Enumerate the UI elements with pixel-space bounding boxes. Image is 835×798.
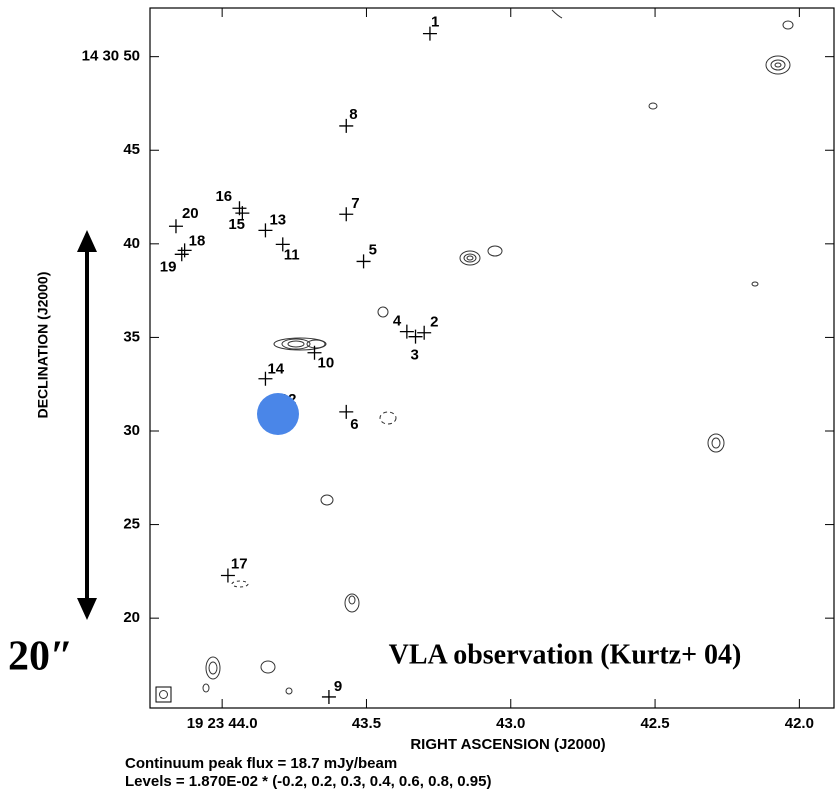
y-tick-label: 20 [123, 609, 140, 626]
source-label: 13 [269, 211, 286, 228]
chart: 20″ VLA observation (Kurtz+ 04) RIGHT AS… [0, 0, 835, 798]
scale-arrow [77, 230, 97, 620]
marker-dot [257, 393, 299, 435]
source-label: 9 [334, 678, 342, 695]
y-tick-label: 25 [123, 516, 140, 533]
source-label: 5 [369, 241, 377, 258]
source-label: 1 [431, 14, 439, 31]
y-axis-label: DECLINATION (J2000) [35, 272, 51, 419]
x-tick-label: 19 23 44.0 [187, 715, 258, 732]
scale-label: 20″ [8, 634, 73, 680]
source-label: 3 [411, 347, 419, 364]
source-cross [169, 219, 183, 233]
x-tick-label: 43.5 [352, 715, 381, 732]
source-label: 17 [231, 555, 248, 572]
page: 20″ VLA observation (Kurtz+ 04) RIGHT AS… [0, 0, 835, 798]
source-label: 8 [349, 106, 357, 123]
source-label: 2 [430, 314, 438, 331]
y-tick-label: 30 [123, 422, 140, 439]
source-label: 6 [350, 416, 358, 433]
x-tick-label: 42.5 [640, 715, 669, 732]
source-cross [417, 326, 431, 340]
x-tick-label: 43.0 [496, 715, 525, 732]
source-label: 20 [182, 205, 199, 222]
source-label: 7 [351, 195, 359, 212]
source-label: 10 [318, 355, 335, 372]
frame [150, 8, 834, 708]
y-tick-label: 35 [123, 328, 140, 345]
note: Continuum peak flux = 18.7 mJy/beam [125, 755, 397, 772]
x-tick-label: 42.0 [785, 715, 814, 732]
y-tick-label: 40 [123, 235, 140, 252]
y-tick-label: 14 30 50 [82, 48, 140, 65]
annotation: VLA observation (Kurtz+ 04) [389, 639, 742, 670]
source-label: 19 [160, 258, 177, 275]
source-label: 4 [393, 313, 402, 330]
note: Levels = 1.870E-02 * (-0.2, 0.2, 0.3, 0.… [125, 773, 492, 790]
contours [156, 10, 793, 702]
source-label: 15 [228, 216, 245, 233]
source-label: 18 [189, 232, 206, 249]
source-cross [175, 247, 189, 261]
source-label: 11 [284, 246, 300, 263]
y-tick-label: 45 [123, 141, 140, 158]
x-axis-label: RIGHT ASCENSION (J2000) [410, 736, 605, 753]
source-label: 16 [215, 188, 232, 205]
source-label: 14 [267, 361, 284, 378]
